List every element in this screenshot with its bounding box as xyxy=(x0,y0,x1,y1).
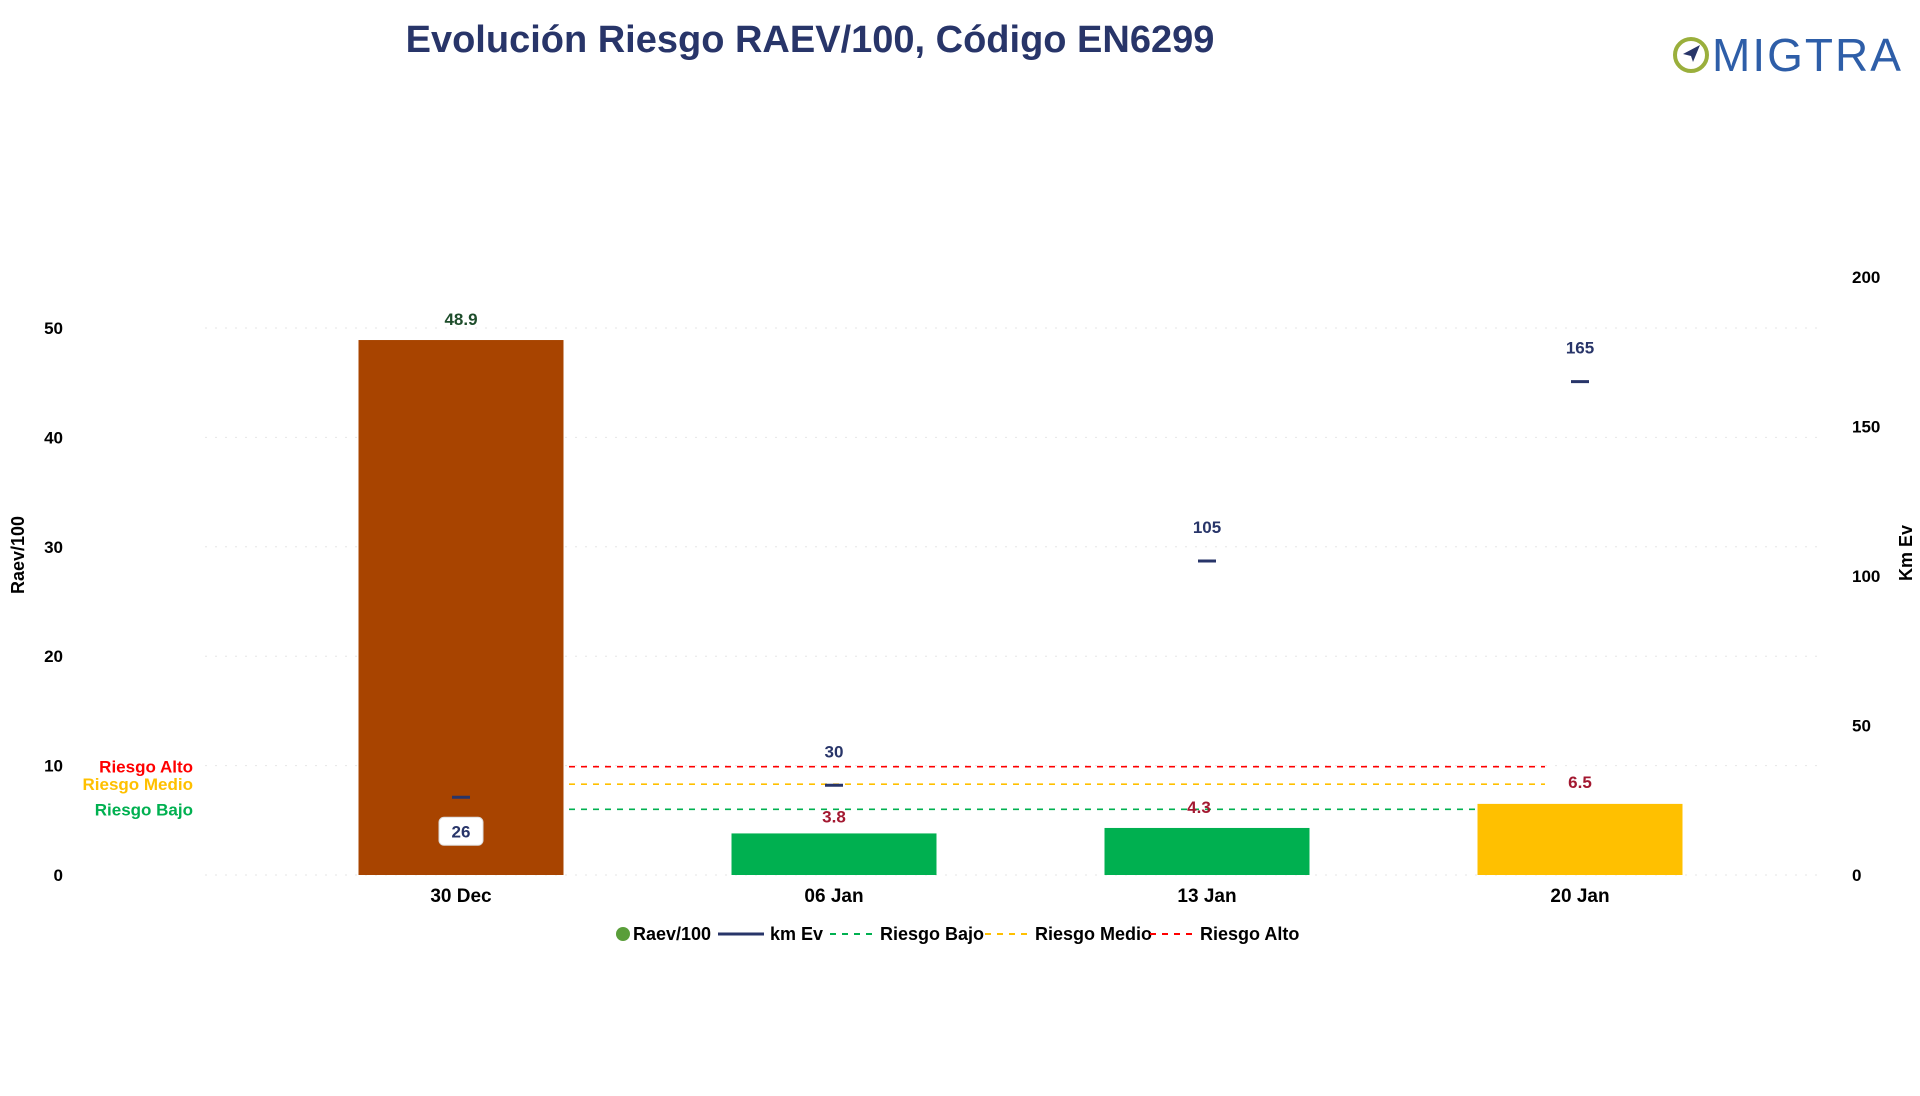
legend: Raev/100 km Ev Riesgo Bajo Riesgo Medio Ries… xyxy=(616,924,1299,944)
axes: 0 10 20 30 40 50 0 50 100 150 200 30 Dec 06 Jan 13 Ja… xyxy=(44,268,1880,907)
legend-item-medio: Riesgo Medio xyxy=(1035,924,1152,944)
km-data-label-box xyxy=(438,816,484,846)
bar-raev xyxy=(731,833,937,875)
y-tick-label: 20 xyxy=(44,647,63,666)
x-tick-label: 06 Jan xyxy=(804,886,863,907)
raev-data-label: 48.9 xyxy=(444,310,477,329)
km-data-label: 105 xyxy=(1193,518,1221,537)
raev-data-label: 6.5 xyxy=(1568,773,1592,792)
threshold-side-label: Riesgo Alto xyxy=(99,758,193,777)
x-tick-label: 30 Dec xyxy=(430,886,492,907)
km-markers xyxy=(452,380,1589,799)
x-tick-label: 13 Jan xyxy=(1177,886,1236,907)
logo-arrow-icon xyxy=(1683,45,1700,62)
legend-item-bajo: Riesgo Bajo xyxy=(880,924,984,944)
y-tick-label: 30 xyxy=(44,538,63,557)
y-tick-label: 10 xyxy=(44,757,63,776)
threshold-side-label: Riesgo Bajo xyxy=(95,800,193,819)
y2-tick-label: 150 xyxy=(1852,418,1880,437)
legend-item-alto: Riesgo Alto xyxy=(1200,924,1299,944)
legend-item-km: km Ev xyxy=(770,924,823,944)
y2-tick-label: 0 xyxy=(1852,866,1861,885)
y-tick-label: 0 xyxy=(54,866,63,885)
legend-item-raev: Raev/100 xyxy=(633,924,711,944)
km-data-label: 165 xyxy=(1566,339,1594,358)
y2-tick-label: 50 xyxy=(1852,717,1871,736)
y-axis-label: Raev/100 xyxy=(8,516,28,594)
km-data-label: 30 xyxy=(825,742,844,761)
logo-ring xyxy=(1673,37,1709,73)
x-tick-label: 20 Jan xyxy=(1550,886,1609,907)
data-labels: 48.9 3.8 4.3 6.5 26 30 105 165 xyxy=(438,310,1594,846)
km-data-label: 26 xyxy=(452,822,471,841)
y2-tick-label: 100 xyxy=(1852,567,1880,586)
bar-raev xyxy=(358,340,564,875)
bars xyxy=(358,340,1683,875)
y-tick-label: 40 xyxy=(44,428,63,447)
raev-data-label: 4.3 xyxy=(1187,798,1211,817)
raev-data-label: 3.8 xyxy=(822,807,846,826)
logo-text: MIGTRA xyxy=(1712,29,1903,81)
logo: MIGTRA xyxy=(1673,29,1903,81)
y-tick-label: 50 xyxy=(44,319,63,338)
threshold-side-label: Riesgo Medio xyxy=(82,775,193,794)
y2-axis-label: Km Ev xyxy=(1896,525,1916,581)
legend-raev-dot-icon xyxy=(616,927,630,941)
bar-raev xyxy=(1477,803,1683,875)
chart-title: Evolución Riesgo RAEV/100, Código EN6299 xyxy=(406,19,1215,61)
y2-tick-label: 200 xyxy=(1852,268,1880,287)
bar-raev xyxy=(1104,827,1310,875)
